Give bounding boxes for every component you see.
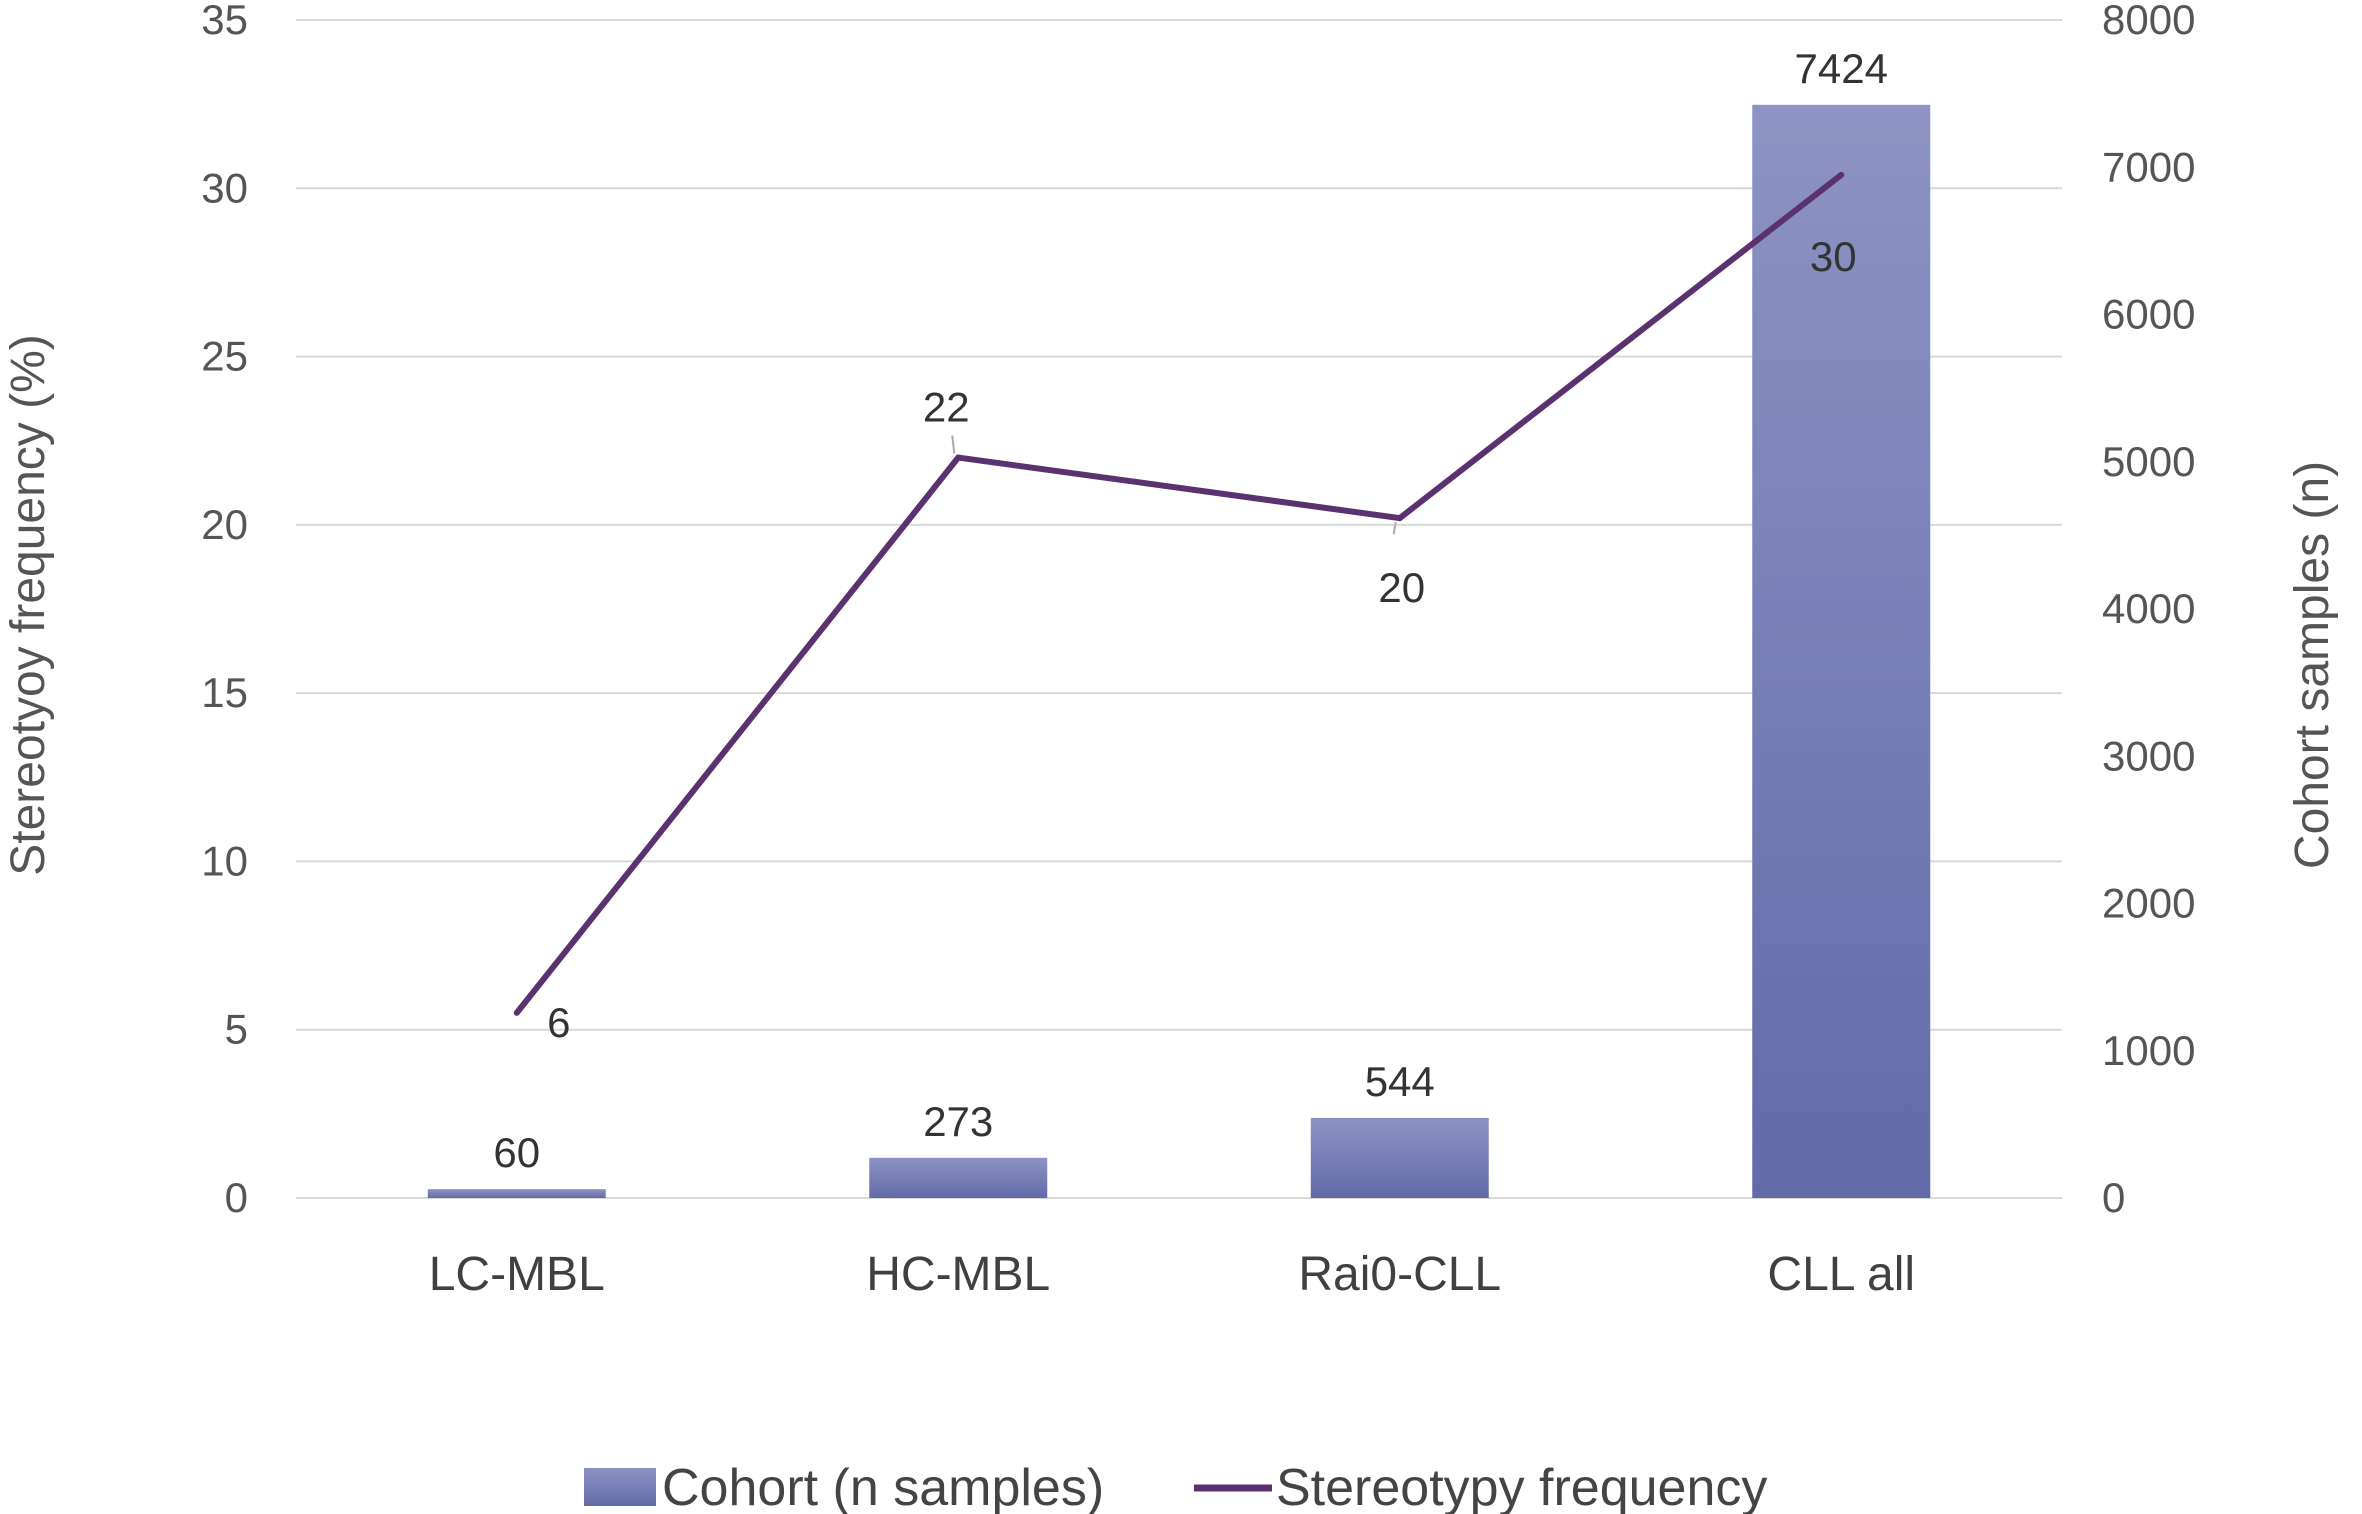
line-point-HC-MBL [955,454,962,461]
left-tick-label: 10 [201,837,248,884]
line-data-label: 6 [547,999,570,1046]
right-tick-label: 5000 [2102,438,2195,485]
left-tick-label: 5 [225,1006,248,1053]
right-tick-label: 3000 [2102,732,2195,779]
bar-HC-MBL [869,1157,1048,1198]
line-point-Rai0-CLL [1396,515,1403,522]
category-label: Rai0-CLL [1298,1248,1501,1301]
category-labels: LC-MBL HC-MBL Rai0-CLL CLL all [429,1248,1915,1301]
left-tick-label: 35 [201,0,248,43]
line-point-CLL all [1838,171,1845,178]
legend-bar-label: Cohort (n samples) [662,1459,1104,1514]
line-data-label: 20 [1378,564,1425,611]
line-point-LC-MBL [513,1009,520,1016]
right-tick-label: 7000 [2102,143,2195,190]
category-label: CLL all [1767,1248,1915,1301]
gridlines [296,19,2062,1199]
right-tick-label: 0 [2102,1174,2125,1221]
bar-data-label: 273 [923,1098,993,1145]
left-tick-label: 30 [201,164,248,211]
line-data-labels: 6 22 20 30 [547,233,1857,1046]
left-tick-label: 25 [201,333,248,380]
bar-LC-MBL [427,1189,606,1198]
label-leader [1392,521,1397,535]
category-label: LC-MBL [429,1248,605,1301]
right-tick-label: 2000 [2102,880,2195,927]
right-tick-label: 6000 [2102,291,2195,338]
legend-line-label: Stereotypy frequency [1276,1459,1767,1514]
bar-CLL all [1752,104,1931,1198]
label-leader [951,435,956,454]
right-tick-label: 1000 [2102,1027,2195,1074]
bar-data-label: 7424 [1795,45,1888,92]
right-tick-label: 8000 [2102,0,2195,43]
left-axis-ticks: 0 5 10 15 20 25 30 35 [201,0,248,1221]
left-tick-label: 15 [201,669,248,716]
legend-bar-swatch [584,1468,656,1506]
bar-series [427,104,1931,1198]
left-axis-title: Stereotyoy frequency (%) [2,334,55,876]
line-data-label: 22 [923,384,970,431]
line-series [513,171,1845,1016]
line-data-label: 30 [1810,233,1857,280]
right-axis-ticks: 0 1000 2000 3000 4000 5000 6000 7000 8000 [2102,0,2195,1221]
bar-data-label: 544 [1365,1058,1435,1105]
bar-Rai0-CLL [1310,1117,1489,1198]
left-tick-label: 20 [201,501,248,548]
bar-data-labels: 60 273 544 7424 [493,45,1888,1176]
right-tick-label: 4000 [2102,585,2195,632]
right-axis-title: Cohort samples (n) [2286,461,2339,869]
category-label: HC-MBL [866,1248,1050,1301]
legend: Cohort (n samples) Stereotypy frequency [584,1459,1767,1514]
left-tick-label: 0 [225,1174,248,1221]
bar-data-label: 60 [493,1129,540,1176]
stereotypy-frequency-line [514,172,1844,1015]
